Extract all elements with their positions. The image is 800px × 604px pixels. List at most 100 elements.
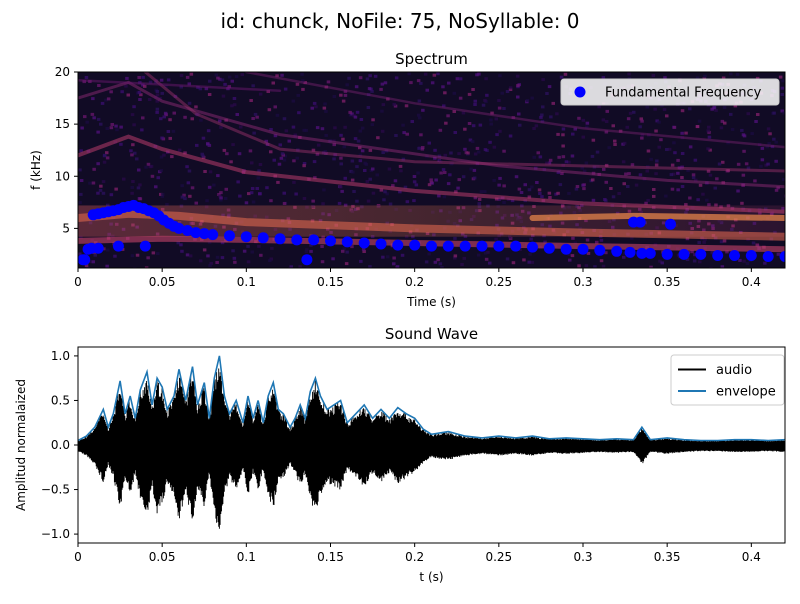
spectrum-legend-box — [560, 78, 780, 106]
f0-point — [527, 241, 538, 253]
y-tick-label: 15 — [55, 117, 70, 131]
x-tick-label: 0.4 — [742, 550, 761, 564]
legend-marker-fundamental-frequency — [574, 86, 586, 98]
sound-wave-y-ticks: 1.0 0.5 0.0 −0.5 −1.0 — [41, 349, 78, 541]
spectrum-panel: Spectrum 0 0.05 0.1 0.15 0.2 0.25 0.3 0.35 0.4 5… — [29, 50, 786, 309]
x-tick-label: 0.3 — [573, 275, 592, 289]
series-audio — [78, 368, 785, 529]
f0-point — [139, 240, 151, 252]
sound-wave-x-ticks: 0 0.05 0.1 0.15 0.2 0.25 0.3 0.35 0.4 — [74, 543, 761, 564]
f0-point — [426, 240, 437, 252]
f0-point — [678, 248, 690, 260]
spectrum-legend: Fundamental Frequency — [560, 78, 780, 106]
y-tick-label: 1.0 — [51, 349, 70, 363]
x-tick-label: 0.1 — [237, 550, 256, 564]
x-tick-label: 0.2 — [405, 550, 424, 564]
f0-point — [274, 233, 286, 245]
f0-point — [325, 235, 336, 247]
f0-point — [459, 240, 471, 252]
y-tick-label: 0.5 — [51, 393, 70, 407]
f0-point — [341, 236, 353, 248]
sound-wave-title: Sound Wave — [385, 325, 478, 343]
legend-label-fundamental-frequency: Fundamental Frequency — [605, 86, 762, 101]
x-tick-label: 0 — [74, 275, 82, 289]
f0-point — [257, 232, 269, 244]
x-tick-label: 0 — [74, 550, 82, 564]
f0-point — [92, 242, 104, 254]
x-tick-label: 0.25 — [485, 550, 512, 564]
spectrum-x-label: Time (s) — [406, 295, 456, 309]
f0-point — [745, 250, 757, 261]
sound-wave-y-label: Amplitud normalaized — [14, 379, 28, 511]
f0-point — [560, 243, 572, 255]
f0-point — [644, 247, 656, 259]
f0-point — [207, 229, 219, 241]
y-tick-label: −0.5 — [41, 483, 70, 497]
y-tick-label: −1.0 — [41, 527, 70, 541]
legend-label-envelope: envelope — [716, 385, 776, 400]
f0-point — [291, 234, 303, 246]
f0-point — [636, 247, 648, 259]
spectrum-y-label: f (kHz) — [29, 150, 43, 190]
y-tick-label: 10 — [55, 169, 70, 183]
f0-point — [79, 254, 91, 266]
x-tick-label: 0.3 — [573, 550, 592, 564]
f0-point — [112, 240, 124, 252]
f0-point — [173, 222, 185, 234]
f0-point — [712, 250, 724, 261]
f0-point — [493, 240, 505, 252]
f0-point — [476, 240, 488, 252]
f0-point — [301, 254, 313, 266]
sound-wave-panel: Sound Wave 0 0.05 0.1 0.15 0.2 0.25 0.3 0.35 0.4… — [14, 325, 786, 584]
sound-wave-legend: audio envelope — [670, 354, 785, 406]
spectrum-title: Spectrum — [395, 50, 468, 68]
f0-point — [543, 242, 555, 254]
y-tick-label: 5 — [62, 221, 70, 235]
f0-point — [611, 245, 623, 257]
x-tick-label: 0.15 — [317, 550, 344, 564]
f0-point — [594, 244, 606, 256]
x-tick-label: 0.05 — [149, 275, 176, 289]
x-tick-label: 0.2 — [405, 275, 424, 289]
x-tick-label: 0.4 — [742, 275, 761, 289]
fundamental-frequency-markers — [78, 199, 785, 266]
spectrum-axes-frame — [77, 71, 786, 269]
x-tick-label: 0.05 — [149, 550, 176, 564]
sound-wave-x-label: t (s) — [419, 570, 443, 584]
f0-point — [665, 218, 676, 230]
sound-wave-legend-box — [670, 354, 785, 406]
x-tick-label: 0.15 — [317, 275, 344, 289]
f0-point — [577, 243, 589, 255]
f0-point — [624, 246, 636, 258]
f0-point — [358, 237, 370, 249]
series-envelope — [78, 355, 785, 442]
y-tick-label: 0.0 — [51, 438, 70, 452]
f0-point — [392, 239, 404, 251]
x-tick-label: 0.35 — [654, 275, 681, 289]
spectrum-x-ticks: 0 0.05 0.1 0.15 0.2 0.25 0.3 0.35 0.4 — [74, 268, 761, 289]
f0-point — [634, 216, 646, 228]
f0-point — [198, 228, 210, 240]
x-tick-label: 0.25 — [485, 275, 512, 289]
f0-point — [308, 234, 320, 246]
f0-point — [762, 251, 774, 262]
f0-point — [510, 240, 522, 252]
f0-point — [240, 231, 252, 243]
y-tick-label: 20 — [55, 65, 70, 79]
x-tick-label: 0.35 — [654, 550, 681, 564]
figure-suptitle: id: chunck, NoFile: 75, NoSyllable: 0 — [220, 9, 579, 33]
x-tick-label: 0.1 — [237, 275, 256, 289]
f0-point — [779, 251, 785, 262]
f0-point — [190, 227, 202, 239]
f0-point — [181, 225, 193, 236]
f0-point — [375, 238, 387, 250]
f0-point — [661, 248, 673, 260]
f0-point — [224, 230, 235, 242]
spectrum-y-ticks: 5 10 15 20 — [55, 65, 78, 235]
legend-label-audio: audio — [716, 363, 752, 378]
f0-point — [695, 248, 707, 260]
f0-point — [409, 239, 421, 251]
f0-point — [729, 250, 740, 261]
f0-point — [442, 240, 454, 252]
